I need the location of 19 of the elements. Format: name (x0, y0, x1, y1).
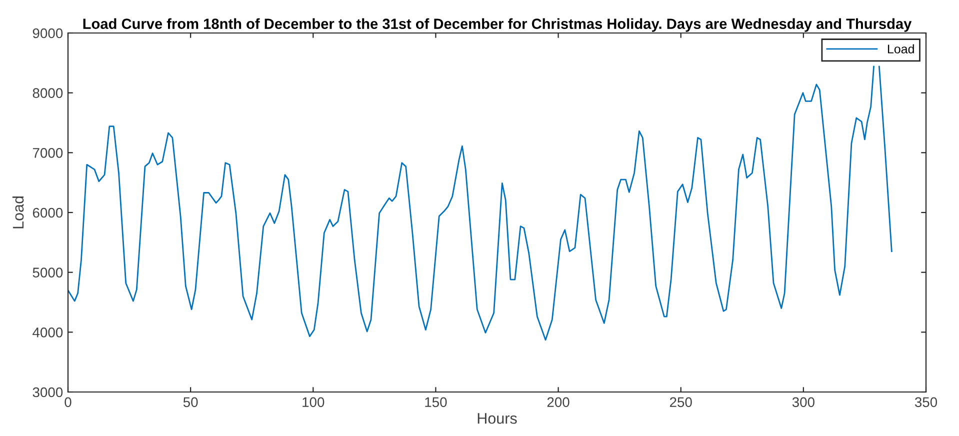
legend-label: Load (888, 44, 914, 54)
chart-title: Load Curve from 18nth of December to the 31st of December for Christmas Holiday. Days are Wednesday and Thursday (83, 18, 912, 32)
x-tick-label: 150 (425, 397, 447, 408)
y-tick-label: 6000 (32, 208, 63, 218)
x-tick-label: 0 (64, 397, 72, 408)
y-tick-label: 8000 (32, 88, 63, 98)
y-tick-label: 3000 (32, 387, 63, 398)
y-tick-label: 7000 (32, 148, 63, 158)
y-tick-label: 4000 (32, 328, 63, 338)
x-tick-label: 50 (183, 397, 198, 408)
x-tick-label: 250 (670, 397, 692, 408)
x-tick-label: 200 (547, 397, 570, 408)
x-axis-title: Hours (478, 413, 517, 424)
y-tick-label: 9000 (32, 28, 63, 38)
y-axis-title: Load (12, 196, 24, 228)
x-tick-label: 300 (792, 397, 814, 408)
y-tick-label: 5000 (32, 268, 63, 278)
x-tick-label: 350 (914, 397, 938, 408)
x-tick-label: 100 (302, 397, 324, 408)
